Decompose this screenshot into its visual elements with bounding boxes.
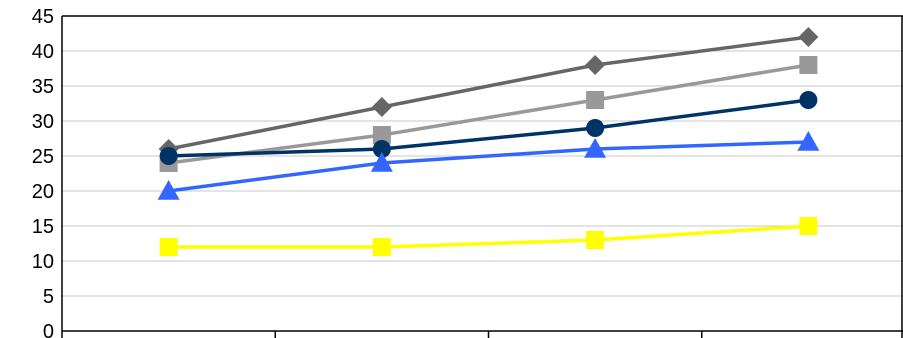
y-tick-label: 25 [32, 146, 54, 168]
y-tick-label: 15 [32, 216, 54, 238]
series-2-point [799, 56, 818, 74]
series-2-line [168, 63, 809, 165]
y-tick-label: 0 [43, 321, 54, 338]
series-2 [159, 56, 818, 172]
series-4 [157, 131, 820, 200]
series-5-line [168, 224, 809, 249]
series-5-point [586, 231, 605, 249]
series-group [157, 27, 820, 256]
series-5-point [372, 238, 391, 256]
series-2-point [586, 91, 605, 109]
series-2-point [372, 126, 391, 144]
y-tick-label: 5 [43, 286, 54, 308]
series-4-point [370, 152, 393, 172]
y-tick-label: 45 [32, 6, 54, 28]
y-tick-label: 20 [32, 181, 54, 203]
series-5 [159, 217, 818, 256]
series-3-point [372, 140, 391, 158]
series-5-point [159, 238, 178, 256]
series-1-point [371, 97, 392, 117]
tick-labels: 0 5 10 15 20 25 30 35 40 45 [32, 6, 54, 338]
series-4-point [584, 138, 607, 158]
series-4-point [157, 180, 180, 200]
series-4-point [797, 131, 820, 151]
series-3-line [168, 98, 809, 158]
series-3-point [159, 147, 178, 165]
series-4-line [168, 140, 809, 193]
series-1-line [168, 35, 809, 151]
series-3-point [799, 91, 818, 109]
series-1-point [798, 27, 819, 47]
y-tick-label: 35 [32, 76, 54, 98]
y-tick-label: 30 [32, 111, 54, 133]
series-3 [159, 91, 818, 165]
y-tick-label: 10 [32, 251, 54, 273]
series-3-point [586, 119, 605, 137]
axes [61, 15, 903, 338]
series-1-point [585, 55, 606, 75]
y-tick-label: 40 [32, 41, 54, 63]
series-5-point [799, 217, 818, 235]
